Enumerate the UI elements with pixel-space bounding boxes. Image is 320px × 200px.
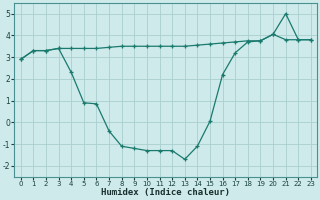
X-axis label: Humidex (Indice chaleur): Humidex (Indice chaleur) [101, 188, 230, 197]
